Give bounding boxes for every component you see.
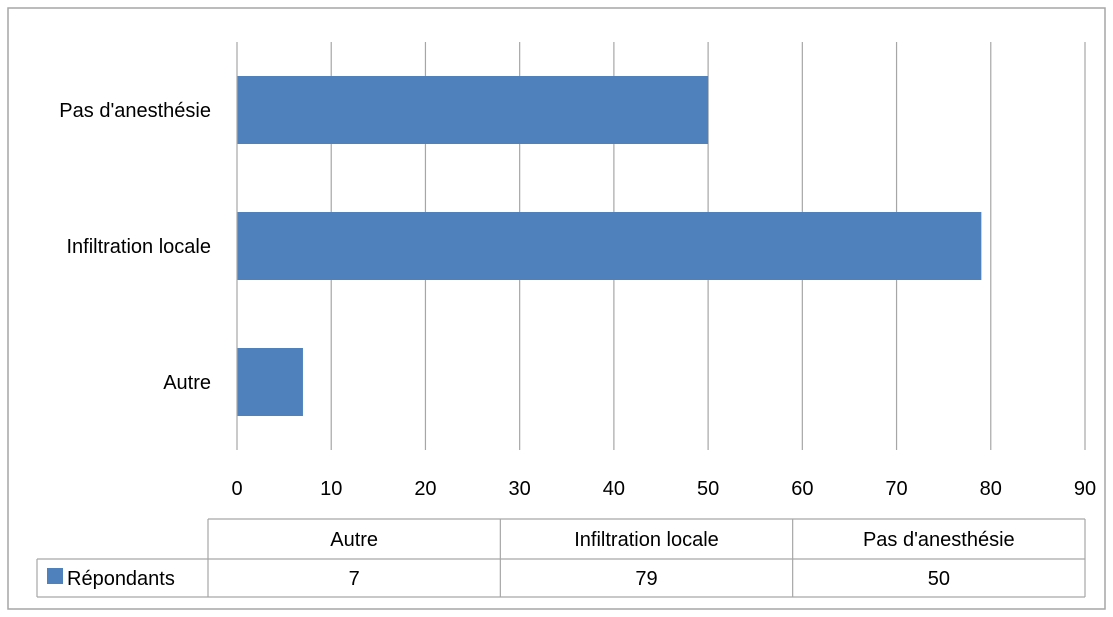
x-tick-50: 50 <box>697 478 719 500</box>
x-tick-80: 80 <box>980 478 1002 500</box>
table-value-0: 7 <box>349 568 360 590</box>
x-tick-70: 70 <box>885 478 907 500</box>
bar-1 <box>237 212 982 280</box>
bars <box>237 76 982 416</box>
table-value-1: 79 <box>635 568 657 590</box>
bar-2 <box>237 76 709 144</box>
table-value-2: 50 <box>928 568 950 590</box>
category-label-1: Infiltration locale <box>66 236 211 258</box>
x-tick-10: 10 <box>320 478 342 500</box>
x-tick-40: 40 <box>603 478 625 500</box>
x-tick-labels: 0 10 20 30 40 50 60 70 80 90 <box>231 478 1096 500</box>
category-label-0: Autre <box>163 372 211 394</box>
table-header-0: Autre <box>330 529 378 551</box>
table-header-2: Pas d'anesthésie <box>863 529 1015 551</box>
data-table: Autre 7 Infiltration locale 79 Pas d'anesthé… <box>36 518 1086 598</box>
legend-swatch <box>47 568 63 584</box>
x-tick-90: 90 <box>1074 478 1096 500</box>
category-labels: Autre Infiltration locale Pas d'anesthésie <box>59 100 211 394</box>
x-tick-0: 0 <box>231 478 242 500</box>
category-label-2: Pas d'anesthésie <box>59 100 211 122</box>
legend-series-name: Répondants <box>67 568 175 590</box>
table-header-1: Infiltration locale <box>574 529 719 551</box>
bar-0 <box>237 348 303 416</box>
x-tick-20: 20 <box>414 478 436 500</box>
x-tick-30: 30 <box>509 478 531 500</box>
x-tick-60: 60 <box>791 478 813 500</box>
